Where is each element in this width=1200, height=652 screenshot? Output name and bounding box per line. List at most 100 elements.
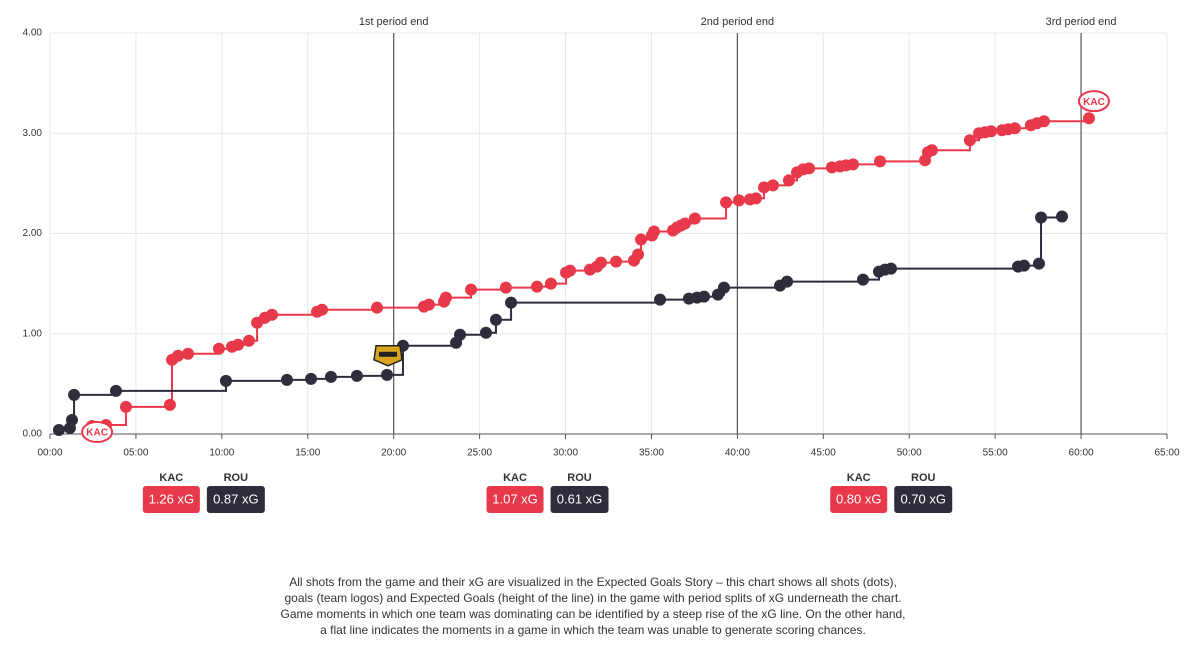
shot-dot: [648, 225, 661, 238]
xg-label: 1.07 xG: [492, 491, 538, 506]
shot-dot: [847, 158, 860, 171]
shot-dot: [212, 342, 225, 355]
step-line: [125, 404, 171, 408]
x-tick-label: 65:00: [1154, 448, 1179, 459]
period-label: 2nd period end: [701, 16, 774, 28]
step-line: [377, 306, 425, 309]
step-line: [272, 311, 319, 316]
shot-dot: [654, 293, 667, 306]
step-line: [880, 160, 927, 163]
logo-shape: [81, 420, 114, 443]
caption-line: Game moments in which one team was domin…: [280, 607, 905, 621]
step-line: [723, 285, 782, 289]
shot-dot: [181, 347, 194, 360]
shot-dot: [531, 280, 544, 293]
y-tick-label: 1.00: [23, 328, 43, 339]
shot-dot: [489, 313, 502, 326]
y-tick-label: 4.00: [23, 28, 43, 39]
x-tick-label: 50:00: [897, 448, 922, 459]
shot-dot: [163, 398, 176, 411]
xg-label: 0.87 xG: [213, 491, 259, 506]
shot-dot: [874, 155, 887, 168]
step-line: [322, 307, 379, 311]
shot-dot: [781, 275, 794, 288]
shot-dot: [1037, 115, 1050, 128]
shot-dot: [857, 273, 870, 286]
shot-dot: [717, 281, 730, 294]
shot-dot: [698, 290, 711, 303]
shot-dot: [68, 388, 81, 401]
step-line: [511, 299, 662, 304]
shot-dot: [316, 303, 329, 316]
x-tick-label: 35:00: [639, 448, 664, 459]
caption-line: goals (team logos) and Expected Goals (h…: [284, 591, 901, 605]
xg-label: 0.61 xG: [557, 491, 603, 506]
xg-box: [830, 486, 888, 513]
shot-dot: [499, 281, 512, 294]
caption-line: All shots from the game and their xG are…: [289, 575, 897, 589]
x-tick-label: 40:00: [725, 448, 750, 459]
shot-dot: [465, 283, 478, 296]
shot-dot: [172, 349, 185, 362]
x-tick-label: 60:00: [1069, 448, 1094, 459]
shot-dot: [65, 413, 78, 426]
team-label: ROU: [224, 472, 249, 484]
shot-dot: [1008, 122, 1021, 135]
xg-box: [206, 486, 265, 513]
step-line: [787, 279, 865, 283]
shot-dot: [439, 291, 452, 304]
logo-shape: [1077, 90, 1110, 113]
shot-dot: [231, 338, 244, 351]
x-tick-label: 25:00: [467, 448, 492, 459]
logo-text: KAC: [1083, 97, 1105, 108]
xg-label: 1.26 xG: [149, 491, 195, 506]
shot-dot: [242, 334, 255, 347]
shot-dot: [564, 264, 577, 277]
shot-dot: [720, 196, 733, 209]
x-tick-label: 55:00: [983, 448, 1008, 459]
goal-logo: KAC: [81, 420, 114, 443]
x-tick-label: 20:00: [381, 448, 406, 459]
shot-dot: [634, 233, 647, 246]
shot-dot: [324, 370, 337, 383]
shot-dot: [119, 400, 132, 413]
step-line: [891, 266, 1020, 270]
step-line: [225, 379, 288, 382]
shot-dot: [632, 248, 645, 261]
xg-box: [550, 486, 609, 513]
period-label: 1st period end: [359, 16, 429, 28]
x-tick-label: 10:00: [209, 448, 234, 459]
shot-dot: [803, 162, 816, 175]
shot-dot: [732, 194, 745, 207]
logo-shape: [379, 351, 398, 357]
logo-text: KAC: [86, 428, 108, 439]
step-line: [106, 406, 127, 426]
shot-dot: [688, 212, 701, 225]
team-label: ROU: [567, 472, 592, 484]
y-tick-label: 3.00: [23, 128, 43, 139]
team-label: KAC: [159, 472, 183, 484]
step-line: [169, 359, 174, 406]
goal-logo: [373, 345, 403, 367]
xg-label: 0.80 xG: [836, 491, 882, 506]
shot-dot: [925, 144, 938, 157]
shot-dot: [1032, 257, 1045, 270]
shot-dot: [885, 262, 898, 275]
shot-dot: [280, 373, 293, 386]
shot-dot: [610, 255, 623, 268]
shot-dot: [1018, 259, 1031, 272]
shot-dot: [544, 277, 557, 290]
team-label: ROU: [911, 472, 936, 484]
step-line: [1038, 217, 1043, 265]
period-label: 3rd period end: [1046, 16, 1117, 28]
shot-dot: [305, 372, 318, 385]
y-tick-label: 2.00: [23, 228, 43, 239]
step-line: [1043, 118, 1090, 123]
shot-dot: [52, 423, 65, 436]
shot-dot: [350, 369, 363, 382]
xg-label: 0.70 xG: [900, 491, 946, 506]
shot-dot: [594, 256, 607, 269]
step-line: [74, 390, 117, 396]
x-tick-label: 00:00: [37, 448, 62, 459]
